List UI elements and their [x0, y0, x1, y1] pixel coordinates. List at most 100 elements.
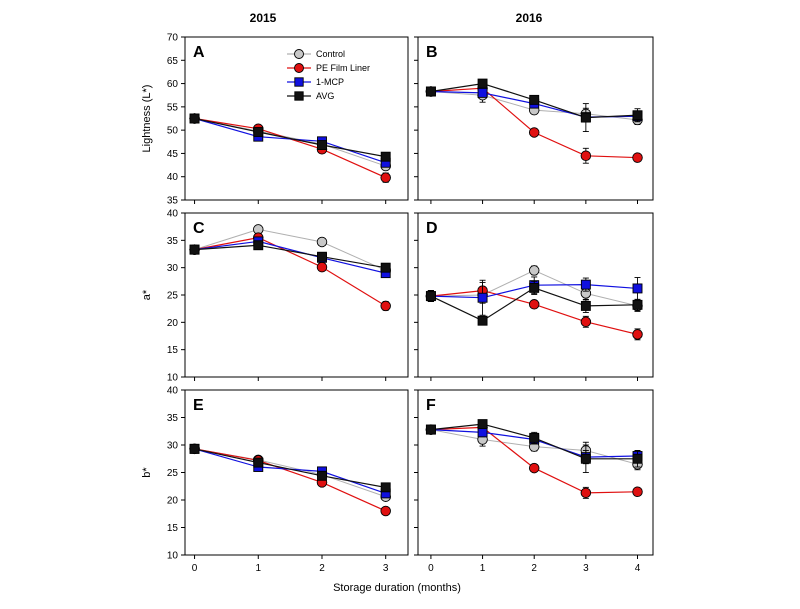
data-point	[425, 86, 436, 97]
data-point	[380, 151, 391, 162]
series-line	[194, 236, 387, 307]
panel-e: 10 15 20 25 30 35 40 0 1 2 3 Eb*	[141, 386, 409, 574]
series-line	[194, 117, 386, 179]
panel-letter: E	[193, 397, 204, 414]
legend-marker	[294, 77, 304, 87]
data-point	[253, 127, 264, 137]
y-tick-label: 30	[167, 441, 179, 452]
data-point	[580, 453, 591, 464]
data-point	[632, 283, 643, 294]
data-point	[477, 292, 488, 303]
series-line	[194, 244, 386, 269]
y-tick-label: 50	[167, 126, 179, 137]
data-point	[380, 300, 391, 312]
y-tick-label: 55	[167, 102, 179, 113]
series-avg	[425, 419, 643, 473]
y-tick-label: 65	[167, 56, 179, 67]
legend-item-pe-film-liner: PE Film Liner	[287, 63, 370, 73]
y-tick-label: 15	[167, 523, 179, 534]
panel-frame	[417, 212, 654, 378]
data-point	[477, 427, 488, 438]
series-avg	[189, 113, 391, 162]
panel-frame	[184, 389, 409, 556]
data-point	[253, 457, 264, 468]
x-tick-label: 2	[531, 563, 537, 574]
panel-b: B	[414, 36, 654, 204]
data-point	[189, 244, 200, 255]
series-line	[194, 448, 386, 512]
data-point	[632, 453, 643, 464]
data-point	[253, 240, 264, 251]
data-point	[316, 236, 328, 248]
data-point	[189, 113, 200, 124]
data-point	[529, 432, 540, 443]
x-tick-label: 3	[383, 563, 389, 574]
y-tick-label: 40	[167, 386, 179, 397]
data-point	[632, 486, 643, 498]
series-control	[189, 443, 391, 502]
data-point	[580, 279, 591, 290]
panel-a: 35 40 45 50 55 60 65 70 A Lightness (L*)	[141, 33, 409, 207]
data-point	[528, 462, 540, 474]
year-label-2016: 2016	[516, 11, 543, 25]
panel-letter: D	[426, 220, 438, 237]
x-tick-label: 3	[583, 563, 589, 574]
legend-marker	[294, 49, 304, 59]
series-avg	[189, 443, 391, 493]
data-point	[317, 140, 327, 150]
data-point	[529, 94, 540, 105]
series-line	[194, 448, 386, 488]
series-line	[194, 118, 386, 167]
data-point	[632, 110, 643, 121]
y-tick-label: 20	[167, 318, 179, 329]
legend-label: 1-MCP	[316, 77, 344, 87]
y-tick-label: 70	[167, 33, 179, 44]
data-point	[528, 127, 540, 138]
y-tick-label: 60	[167, 79, 179, 90]
y-tick-label: 20	[167, 496, 179, 507]
data-point	[380, 482, 391, 493]
x-tick-label: 2	[319, 563, 325, 574]
panel-letter: A	[193, 44, 205, 61]
series-avg	[425, 78, 643, 132]
legend-marker	[294, 91, 304, 101]
data-point	[580, 316, 592, 328]
legend-item-control: Control	[287, 49, 345, 59]
data-point	[632, 152, 643, 163]
y-tick-label: 10	[167, 551, 179, 562]
data-point	[632, 329, 643, 340]
x-tick-label: 1	[255, 563, 261, 574]
y-tick-label: 15	[167, 345, 179, 356]
data-point	[529, 282, 540, 293]
data-point	[477, 87, 488, 98]
data-point	[580, 487, 592, 499]
panel-c: 10 15 20 25 30 35 40 Ca*	[141, 209, 409, 384]
data-point	[528, 299, 540, 310]
data-point	[380, 505, 391, 517]
y-tick-label: 40	[167, 172, 179, 183]
series-line	[194, 228, 386, 271]
y-axis-title: b*	[141, 467, 153, 478]
legend-marker	[294, 63, 304, 73]
series-avg	[189, 240, 391, 273]
x-tick-label: 4	[635, 563, 641, 574]
data-point	[580, 150, 592, 162]
data-point	[477, 315, 488, 326]
data-point	[425, 424, 436, 435]
data-point	[380, 172, 391, 183]
data-point	[317, 251, 327, 262]
panel-frame	[417, 36, 654, 201]
panel-letter: F	[426, 397, 436, 414]
panel-d: D	[414, 212, 654, 381]
data-point	[477, 419, 488, 430]
data-point	[425, 291, 436, 302]
series-1-mcp	[189, 236, 391, 279]
panel-frame	[184, 36, 409, 201]
y-tick-label: 30	[167, 263, 179, 274]
data-point	[380, 262, 391, 273]
y-tick-label: 25	[167, 468, 179, 479]
series-avg	[425, 280, 643, 326]
y-axis-title: Lightness (L*)	[141, 85, 153, 153]
